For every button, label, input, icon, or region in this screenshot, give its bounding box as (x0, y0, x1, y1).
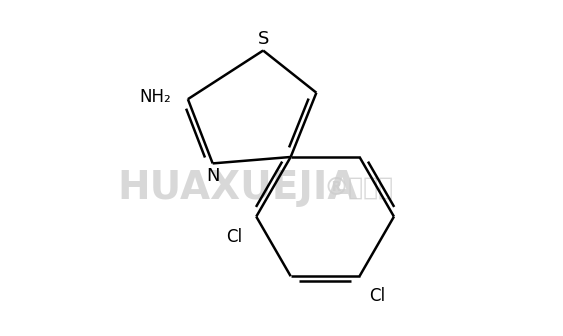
Text: N: N (206, 167, 220, 185)
Text: Cl: Cl (226, 227, 243, 246)
Text: ®化学加: ®化学加 (324, 176, 394, 200)
Text: HUAXUEJIA: HUAXUEJIA (117, 169, 358, 207)
Text: S: S (257, 31, 269, 48)
Text: Cl: Cl (369, 287, 385, 305)
Text: NH₂: NH₂ (140, 88, 171, 106)
